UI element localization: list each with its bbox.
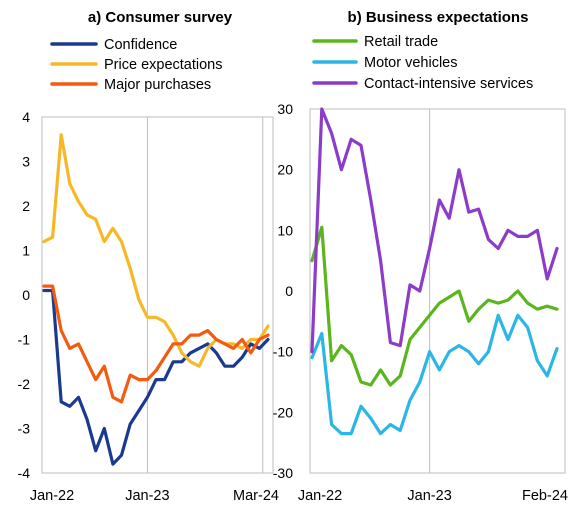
panel-a-title: a) Consumer survey bbox=[88, 9, 233, 26]
y-tick-label: -30 bbox=[273, 465, 293, 481]
panel-a-legend: Confidence Price expectations Major purcha… bbox=[50, 37, 222, 93]
series-line-major-purchases bbox=[42, 284, 270, 404]
x-tick-label: Feb-24 bbox=[522, 488, 568, 504]
x-tick-label: Jan-23 bbox=[407, 488, 451, 504]
y-tick-label: 2 bbox=[22, 198, 30, 214]
x-tick-label: Mar-24 bbox=[233, 488, 279, 504]
panel-a-x-axis: Jan-22 Jan-23 Mar-24 bbox=[30, 488, 279, 504]
legend-label: Major purchases bbox=[104, 77, 211, 93]
y-tick-label: 10 bbox=[277, 222, 293, 238]
y-tick-label: 0 bbox=[22, 287, 30, 303]
x-tick-label: Jan-22 bbox=[298, 488, 342, 504]
legend-label: Confidence bbox=[104, 37, 177, 53]
x-tick-label: Jan-22 bbox=[30, 488, 74, 504]
panel-b-legend: Retail trade Motor vehicles Contact-intens… bbox=[312, 34, 533, 92]
legend-label: Contact-intensive services bbox=[364, 76, 533, 92]
panel-a-lines bbox=[42, 133, 270, 466]
y-tick-label: -20 bbox=[273, 404, 293, 420]
y-tick-label: 4 bbox=[22, 109, 30, 125]
series-line-confidence bbox=[42, 288, 270, 466]
y-tick-label: -4 bbox=[18, 465, 31, 481]
y-tick-label: 0 bbox=[285, 283, 293, 299]
panel-a-gridlines bbox=[146, 117, 264, 473]
panel-b-plot-frame bbox=[309, 108, 566, 474]
panel-b-x-axis: Jan-22 Jan-23 Feb-24 bbox=[298, 488, 568, 504]
x-tick-label: Jan-23 bbox=[125, 488, 169, 504]
series-line-price-expectations bbox=[42, 133, 270, 368]
panel-b-y-axis: 30 20 10 0 -10 -20 -30 bbox=[273, 101, 293, 481]
panel-b-lines bbox=[310, 107, 559, 436]
panel-a-plot-frame bbox=[41, 116, 274, 474]
series-line-retail-trade bbox=[310, 225, 559, 387]
legend-label: Motor vehicles bbox=[364, 55, 457, 71]
y-tick-label: 3 bbox=[22, 154, 30, 170]
y-tick-label: 1 bbox=[22, 243, 30, 259]
y-tick-label: 30 bbox=[277, 101, 293, 117]
y-tick-label: 20 bbox=[277, 162, 293, 178]
panel-a-y-axis: 4 3 2 1 0 -1 -2 -3 -4 bbox=[18, 109, 31, 481]
legend-label: Retail trade bbox=[364, 34, 438, 50]
series-line-contact-intensive-services bbox=[310, 107, 559, 354]
panel-b: b) Business expectations Retail trade Mot… bbox=[273, 9, 568, 504]
panel-a: a) Consumer survey Confidence Price expec… bbox=[18, 9, 279, 504]
y-tick-label: -3 bbox=[18, 421, 31, 437]
legend-label: Price expectations bbox=[104, 57, 222, 73]
series-line-motor-vehicles bbox=[310, 313, 559, 436]
y-tick-label: -1 bbox=[18, 332, 31, 348]
y-tick-label: -10 bbox=[273, 344, 293, 360]
panel-b-title: b) Business expectations bbox=[348, 9, 529, 26]
y-tick-label: -2 bbox=[18, 376, 31, 392]
